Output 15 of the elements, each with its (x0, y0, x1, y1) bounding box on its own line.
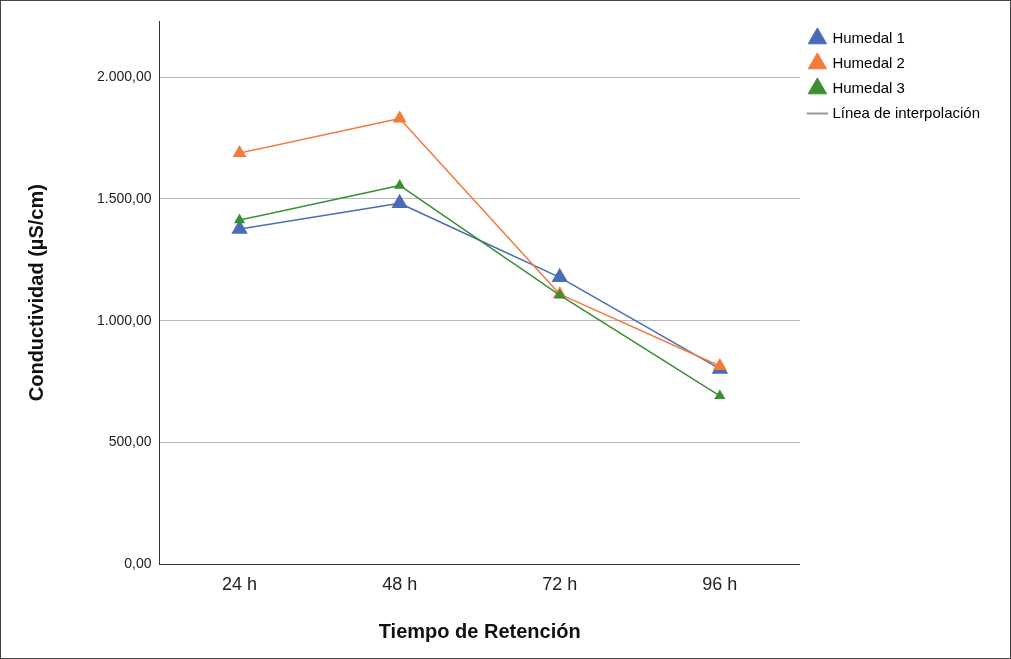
text: Línea de interpolación (832, 103, 981, 121)
x-tick-label: 96 h (702, 574, 738, 595)
legend-label: Humedal 2 (832, 53, 905, 71)
x-axis-title: Tiempo de Retención (378, 619, 581, 642)
y-tick-label: 0,00 (124, 555, 152, 572)
y-tick-label: 500,00 (108, 433, 152, 450)
legend-label: Humedal 3 (832, 78, 905, 96)
x-tick-label: 48 h (382, 574, 418, 595)
legend-label: Humedal 1 (832, 28, 905, 46)
y-tick-label: 1.500,00 (97, 189, 152, 206)
x-tick-label: 72 h (542, 574, 578, 595)
y-tick-label: 1.000,00 (97, 311, 152, 328)
y-axis-title: Conductividad (µS/cm) (24, 184, 47, 402)
y-tick-label: 2.000,00 (97, 67, 152, 84)
x-tick-label: 24 h (222, 574, 258, 595)
